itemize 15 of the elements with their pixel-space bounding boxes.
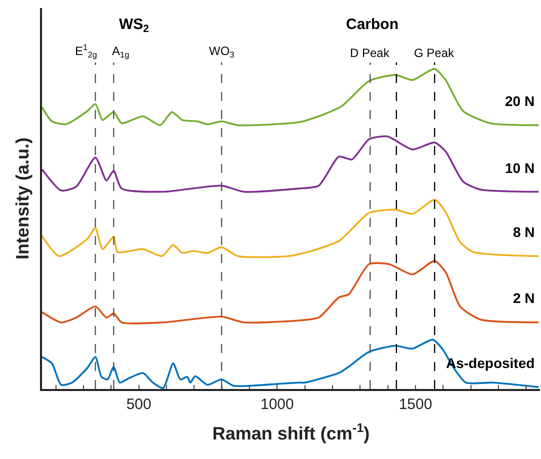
ref-line-label: A$_{1g}$: [112, 44, 130, 60]
text: Carbon: [346, 16, 398, 33]
series-label: 20 N: [505, 93, 535, 109]
x-axis-title: Raman shift (cm$^{-1}$): [212, 421, 370, 444]
series-label: 2 N: [513, 290, 535, 306]
text: WS$_{2}$: [119, 16, 150, 36]
y-axis-title: Intensity (a.u.): [12, 137, 33, 260]
series-label: 8 N: [513, 224, 535, 240]
x-tick-label: 1000: [260, 396, 294, 413]
x-tick-label: 1500: [398, 396, 432, 413]
series-label: 10 N: [505, 160, 535, 176]
ref-line-label: G Peak: [414, 46, 456, 60]
x-tick-label: 500: [126, 396, 152, 413]
ref-line-label: WO$_{3}$: [209, 44, 235, 60]
ref-line-label: D Peak: [350, 46, 390, 60]
